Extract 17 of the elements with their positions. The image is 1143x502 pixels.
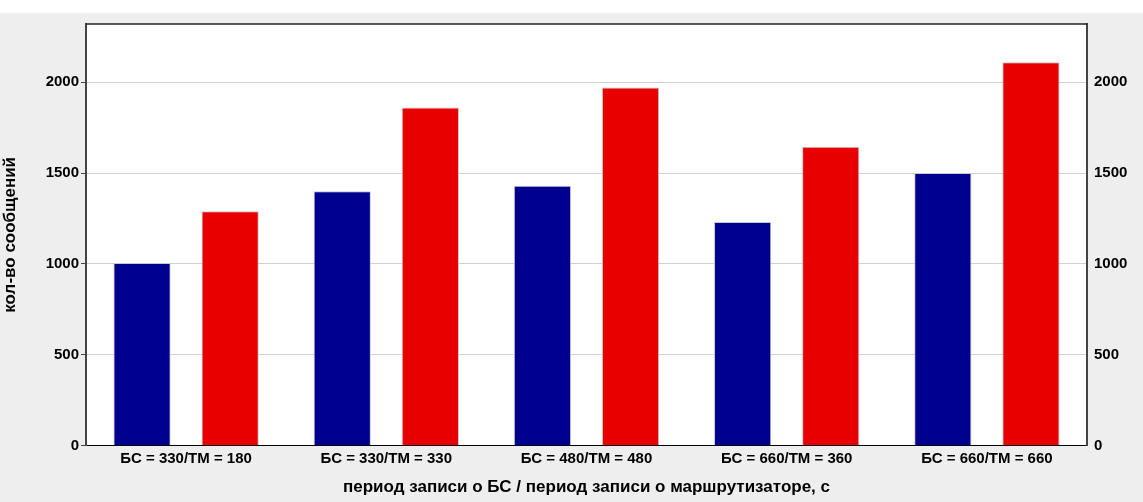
y-tick-label: 2000 bbox=[45, 72, 79, 90]
y-tick-label: 1000 bbox=[45, 254, 79, 272]
y-tick-label: 1500 bbox=[45, 163, 79, 181]
x-tick-label: БС = 330/ТМ = 330 bbox=[320, 448, 453, 466]
x-tick-label: БС = 660/ТМ = 660 bbox=[921, 448, 1053, 466]
x-tick-label: БС = 480/ТМ = 480 bbox=[520, 448, 653, 466]
y2-tick-label: 1500 bbox=[1094, 163, 1128, 181]
y-tick-label: 500 bbox=[53, 344, 79, 362]
x-tick-label: БС = 330/ТМ = 180 bbox=[120, 448, 252, 466]
y-tick-label: 0 bbox=[70, 435, 79, 453]
y2-tick-label: 2000 bbox=[1094, 72, 1128, 90]
y2-tick-label: 500 bbox=[1094, 344, 1120, 362]
x-axis-title: период записи о БС / период записи о маршрутизаторе, с bbox=[342, 477, 831, 497]
y-axis-title: кол-во сообщений bbox=[0, 156, 19, 313]
y2-tick-label: 0 bbox=[1094, 435, 1103, 453]
y2-tick-label: 1000 bbox=[1094, 254, 1128, 272]
x-tick-label: БС = 660/ТМ = 360 bbox=[720, 448, 853, 466]
